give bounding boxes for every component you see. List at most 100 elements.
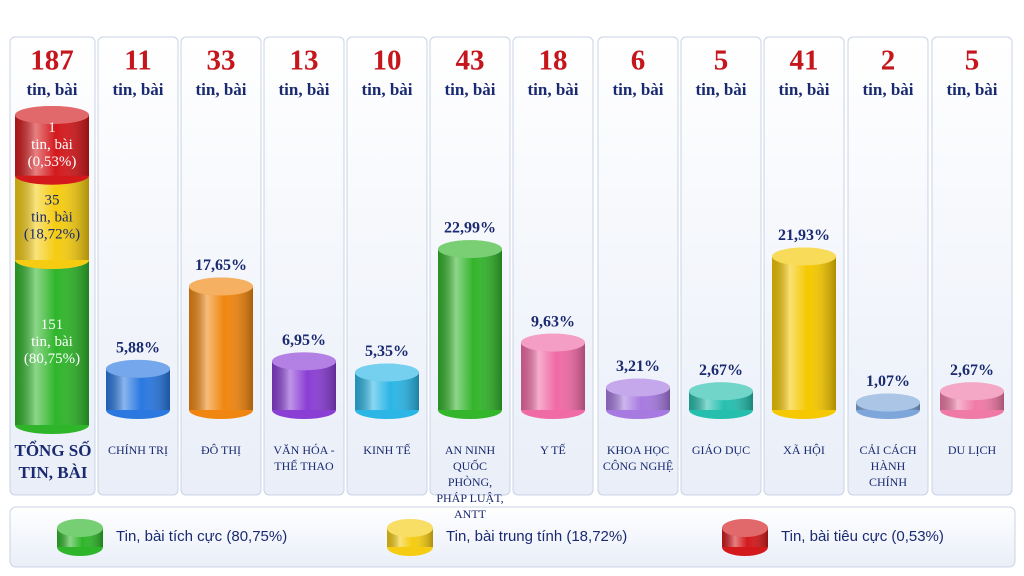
cylinder-top	[57, 519, 103, 537]
bar	[940, 382, 1004, 419]
unit: tin, bài	[361, 80, 412, 99]
cylinder-top-shine	[722, 519, 768, 537]
cylinder-shade	[15, 115, 89, 176]
count: 18	[539, 45, 568, 77]
legend-swatch	[387, 519, 433, 556]
unit: tin, bài	[527, 80, 578, 99]
unit: tin, bài	[112, 80, 163, 99]
segment-percent: (0,53%)	[28, 154, 77, 170]
bar	[772, 247, 836, 419]
bar	[521, 333, 585, 419]
segment-value: 35	[45, 192, 60, 208]
category-label: AN NINH QUỐC PHÒNG, PHÁP LUẬT, ANTT	[436, 443, 504, 521]
cylinder-top	[606, 378, 670, 397]
category-label: Y TẾ	[540, 443, 566, 457]
category-label: CẢI CÁCH HÀNH CHÍNH	[859, 443, 917, 489]
category-label: GIÁO DỤC	[691, 443, 751, 457]
unit: tin, bài	[444, 80, 495, 99]
unit: tin, bài	[862, 80, 913, 99]
value-label: 5,35%	[365, 343, 409, 360]
cylinder-top-shine	[15, 106, 89, 124]
unit: tin, bài	[612, 80, 663, 99]
cylinder-top-shine	[387, 519, 433, 537]
column-panel	[512, 36, 594, 496]
cylinder-top-shine	[57, 519, 103, 537]
cylinder-top-shine	[272, 352, 336, 371]
cylinder-top	[940, 382, 1004, 401]
cylinder-top-shine	[438, 240, 502, 259]
cylinder-top-shine	[521, 333, 585, 352]
count: 5	[965, 45, 980, 77]
cylinder-top	[387, 519, 433, 537]
legend-swatch	[722, 519, 768, 556]
column-panel	[346, 36, 428, 496]
segment-unit: tin, bài	[31, 334, 73, 350]
unit: tin, bài	[195, 80, 246, 99]
count: 10	[373, 45, 402, 77]
segment-percent: (80,75%)	[24, 351, 80, 367]
column-panel	[597, 36, 679, 496]
column-panel	[97, 36, 179, 496]
cylinder-top	[438, 240, 502, 259]
unit: tin, bài	[695, 80, 746, 99]
cylinder-top-shine	[189, 277, 253, 296]
bar	[606, 378, 670, 419]
bar	[438, 240, 502, 419]
segment-value: 1	[48, 120, 56, 136]
count: 187	[30, 45, 74, 77]
count: 5	[714, 45, 729, 77]
unit: tin, bài	[946, 80, 997, 99]
count: 43	[456, 45, 485, 77]
cylinder-top	[355, 363, 419, 382]
cylinder-top	[521, 333, 585, 352]
value-label: 21,93%	[778, 227, 830, 244]
bar	[106, 359, 170, 419]
cylinder-top-shine	[606, 378, 670, 397]
segment-value: 151	[41, 317, 64, 333]
legend-text: Tin, bài tiêu cực (0,53%)	[781, 528, 944, 545]
cylinder-shade	[438, 249, 502, 410]
cylinder-shade	[15, 260, 89, 425]
cylinder-shade	[772, 256, 836, 410]
bar	[189, 277, 253, 419]
cylinder-shade	[189, 286, 253, 410]
value-label: 1,07%	[866, 373, 910, 390]
value-label: 2,67%	[950, 362, 994, 379]
category-label: ĐÔ THỊ	[200, 443, 242, 457]
value-label: 5,88%	[116, 340, 160, 357]
cylinder-shade	[521, 342, 585, 410]
total-label: TỔNG SỐ TIN, BÀI	[14, 441, 92, 482]
column-panel	[931, 36, 1013, 496]
cylinder-top-shine	[689, 382, 753, 401]
value-label: 6,95%	[282, 332, 326, 349]
cylinder-top	[15, 106, 89, 124]
column-panel	[263, 36, 345, 496]
category-label: VĂN HÓA - THỂ THAO	[273, 443, 335, 473]
count: 2	[881, 45, 896, 77]
cylinder-top	[722, 519, 768, 537]
count: 41	[790, 45, 819, 77]
segment-unit: tin, bài	[31, 137, 73, 153]
category-label: KHOA HỌC CÔNG NGHỆ	[602, 443, 674, 473]
cylinder-top-shine	[772, 247, 836, 266]
cylinder-top-shine	[355, 363, 419, 382]
count: 33	[207, 45, 236, 77]
segment-percent: (18,72%)	[24, 226, 80, 242]
cylinder-top-shine	[940, 382, 1004, 401]
segment-unit: tin, bài	[31, 209, 73, 225]
cylinder-top	[272, 352, 336, 371]
column-panel	[847, 36, 929, 496]
total-segment	[15, 166, 89, 270]
total-segment	[15, 106, 89, 185]
category-label: CHÍNH TRỊ	[107, 443, 169, 457]
value-label: 22,99%	[444, 220, 496, 237]
cylinder-top-shine	[106, 359, 170, 378]
cylinder-top	[856, 393, 920, 412]
legend-text: Tin, bài tích cực (80,75%)	[116, 528, 287, 545]
count: 6	[631, 45, 646, 77]
category-label: DU LỊCH	[947, 443, 997, 457]
legend-swatch	[57, 519, 103, 556]
cylinder-shade	[15, 175, 89, 261]
